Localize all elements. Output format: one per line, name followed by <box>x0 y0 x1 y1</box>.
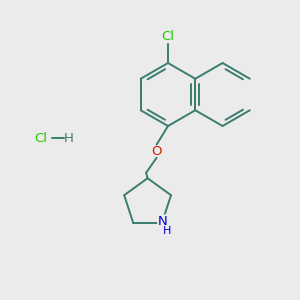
Text: Cl: Cl <box>34 131 47 145</box>
Text: H: H <box>163 226 172 236</box>
Text: O: O <box>152 145 162 158</box>
Text: Cl: Cl <box>161 30 175 44</box>
Text: H: H <box>64 131 74 145</box>
Text: N: N <box>158 215 167 228</box>
